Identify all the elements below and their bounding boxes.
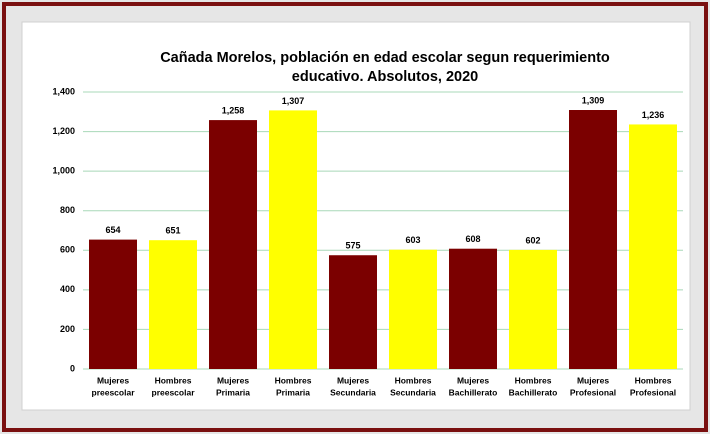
value-label: 654	[105, 225, 120, 235]
x-tick-label: Hombres	[515, 375, 552, 385]
bar	[329, 255, 377, 369]
y-tick-label: 600	[60, 245, 75, 255]
value-label: 603	[405, 235, 420, 245]
x-tick-label: Profesional	[630, 387, 676, 397]
x-tick-label: Secundaria	[330, 387, 376, 397]
y-tick-label: 200	[60, 324, 75, 334]
y-tick-label: 0	[70, 363, 75, 373]
x-tick-label: Secundaria	[390, 387, 436, 397]
x-tick-label: Hombres	[635, 375, 672, 385]
x-tick-label: Primaria	[276, 387, 310, 397]
bar	[569, 110, 617, 369]
bar	[269, 110, 317, 370]
x-tick-label: Mujeres	[337, 375, 369, 385]
value-label: 651	[165, 226, 180, 236]
bar	[509, 249, 557, 369]
y-tick-label: 1,200	[52, 126, 75, 136]
x-tick-label: Hombres	[155, 375, 192, 385]
x-tick-label: Mujeres	[457, 375, 489, 385]
x-tick-label: Primaria	[216, 387, 250, 397]
bar	[89, 239, 137, 369]
x-tick-label: Bachillerato	[449, 387, 498, 397]
bar	[389, 249, 437, 369]
y-tick-label: 1,400	[52, 86, 75, 96]
value-label: 1,307	[282, 96, 305, 106]
x-tick-label: Profesional	[570, 387, 616, 397]
y-tick-label: 800	[60, 205, 75, 215]
x-tick-label: Bachillerato	[509, 387, 558, 397]
bar	[629, 124, 677, 369]
bar	[149, 240, 197, 369]
x-tick-label: Hombres	[395, 375, 432, 385]
value-label: 1,258	[222, 105, 245, 115]
x-tick-label: Hombres	[275, 375, 312, 385]
chart-title: educativo. Absolutos, 2020	[292, 69, 478, 85]
y-tick-label: 1,000	[52, 166, 75, 176]
value-label: 602	[525, 235, 540, 245]
y-tick-label: 400	[60, 284, 75, 294]
x-tick-label: Mujeres	[217, 375, 249, 385]
bar	[449, 248, 497, 369]
frame	[2, 2, 708, 432]
value-label: 575	[345, 241, 360, 251]
x-tick-label: preescolar	[152, 387, 196, 397]
x-tick-label: Mujeres	[97, 375, 129, 385]
value-label: 1,309	[582, 95, 605, 105]
chart-title: Cañada Morelos, población en edad escola…	[160, 50, 610, 66]
bar	[209, 120, 257, 370]
value-label: 1,236	[642, 110, 665, 120]
x-tick-label: preescolar	[92, 387, 136, 397]
value-label: 608	[465, 234, 480, 244]
x-tick-label: Mujeres	[577, 375, 609, 385]
